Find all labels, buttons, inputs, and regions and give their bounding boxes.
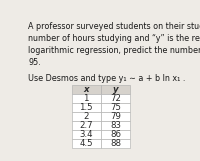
Text: 3.4: 3.4	[79, 130, 93, 139]
Text: 72: 72	[110, 94, 121, 103]
Text: A professor surveyed students on their study habits, where “x” is the: A professor surveyed students on their s…	[28, 22, 200, 31]
FancyBboxPatch shape	[72, 103, 101, 112]
Text: logarithmic regression, predict the number of hours needed to score: logarithmic regression, predict the numb…	[28, 46, 200, 55]
Text: 4.5: 4.5	[79, 139, 93, 147]
Text: Use Desmos and type y₁ ∼ a + b ln x₁ .: Use Desmos and type y₁ ∼ a + b ln x₁ .	[28, 75, 185, 84]
FancyBboxPatch shape	[101, 130, 130, 139]
Text: 79: 79	[110, 112, 121, 121]
FancyBboxPatch shape	[101, 94, 130, 103]
FancyBboxPatch shape	[72, 130, 101, 139]
FancyBboxPatch shape	[72, 85, 101, 94]
FancyBboxPatch shape	[72, 112, 101, 121]
Text: 1: 1	[83, 94, 89, 103]
Text: 88: 88	[110, 139, 121, 147]
Text: 83: 83	[110, 121, 121, 130]
Text: 75: 75	[110, 103, 121, 112]
FancyBboxPatch shape	[101, 139, 130, 147]
FancyBboxPatch shape	[101, 112, 130, 121]
FancyBboxPatch shape	[101, 121, 130, 130]
Text: x: x	[83, 85, 89, 94]
Text: 2: 2	[83, 112, 89, 121]
FancyBboxPatch shape	[101, 85, 130, 94]
Text: 1.5: 1.5	[79, 103, 93, 112]
Text: y: y	[113, 85, 118, 94]
Text: 95.: 95.	[28, 58, 41, 67]
FancyBboxPatch shape	[101, 103, 130, 112]
Text: number of hours studying and “y” is the resulting test score. Using a: number of hours studying and “y” is the …	[28, 34, 200, 43]
Text: 86: 86	[110, 130, 121, 139]
FancyBboxPatch shape	[72, 139, 101, 147]
FancyBboxPatch shape	[72, 94, 101, 103]
FancyBboxPatch shape	[72, 121, 101, 130]
Text: 2.7: 2.7	[79, 121, 93, 130]
